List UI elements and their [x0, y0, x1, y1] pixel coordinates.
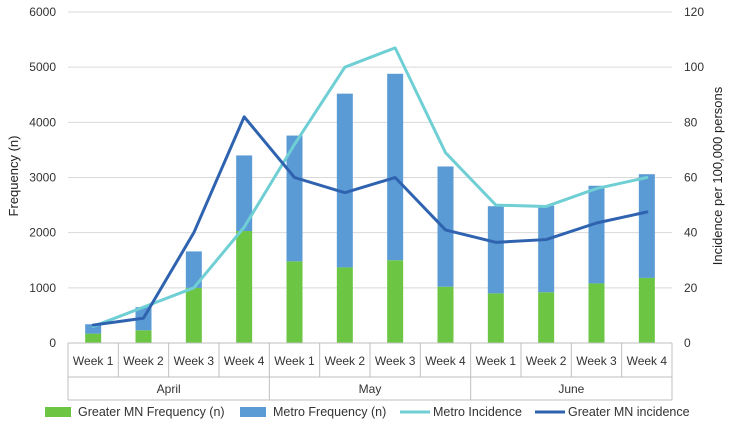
- x-tick-label: Week 3: [576, 354, 617, 368]
- x-tick-label: Week 3: [174, 354, 215, 368]
- x-tick-label: Week 1: [476, 354, 517, 368]
- bar-greater-mn: [287, 261, 303, 343]
- bar-greater-mn: [136, 330, 152, 343]
- bar-greater-mn: [236, 231, 252, 343]
- bar-metro: [337, 94, 353, 268]
- chart: 0 1000 2000 3000 4000 5000 6000 0 20 40 60 80 100 120…: [0, 0, 732, 430]
- y2-tick-label: 120: [684, 5, 704, 19]
- x-tick-label: Week 3: [375, 354, 416, 368]
- bar-greater-mn: [387, 260, 403, 343]
- y2-tick-label: 40: [684, 226, 698, 240]
- legend-label: Metro Frequency (n): [273, 405, 386, 419]
- y2-axis-title: Incidence per 100,000 persons: [710, 86, 725, 265]
- x-group-label: May: [359, 382, 382, 396]
- y-axis-title: Frequency (n): [6, 136, 21, 217]
- gridlines: [68, 12, 672, 288]
- bar-metro: [589, 186, 605, 284]
- x-tick-label: Week 4: [425, 354, 466, 368]
- y2-tick-label: 0: [684, 336, 691, 350]
- x-tick-label: Week 2: [123, 354, 164, 368]
- lines: [93, 48, 647, 327]
- bar-metro: [488, 206, 504, 293]
- x-group-label: June: [558, 382, 584, 396]
- legend: Greater MN Frequency (n) Metro Frequency …: [45, 405, 690, 419]
- bar-greater-mn: [337, 267, 353, 343]
- x-group-label: April: [157, 382, 181, 396]
- legend-label: Greater MN incidence: [568, 405, 690, 419]
- x-tick-label: Week 2: [526, 354, 567, 368]
- y2-tick-label: 60: [684, 171, 698, 185]
- y-tick-label: 3000: [29, 171, 56, 185]
- bar-greater-mn: [639, 278, 655, 343]
- x-tick-label: Week 1: [73, 354, 114, 368]
- x-tick-label: Week 4: [224, 354, 265, 368]
- bars: [85, 74, 655, 343]
- legend-label: Metro Incidence: [433, 405, 522, 419]
- bar-greater-mn: [538, 292, 554, 343]
- y-tick-label: 0: [49, 336, 56, 350]
- y-tick-label: 6000: [29, 5, 56, 19]
- y2-tick-label: 20: [684, 281, 698, 295]
- bar-greater-mn: [488, 293, 504, 343]
- y-tick-label: 2000: [29, 226, 56, 240]
- x-tick-label: Week 2: [325, 354, 366, 368]
- x-tick-label: Week 1: [274, 354, 315, 368]
- legend-swatch: [240, 407, 266, 417]
- bar-greater-mn: [438, 287, 454, 343]
- metro-incidence-line: [93, 48, 647, 327]
- x-tick-label: Week 4: [627, 354, 668, 368]
- legend-label: Greater MN Frequency (n): [78, 405, 225, 419]
- bar-metro: [438, 166, 454, 286]
- legend-swatch: [45, 407, 71, 417]
- y2-tick-label: 80: [684, 115, 698, 129]
- bar-greater-mn: [186, 288, 202, 343]
- y-tick-label: 1000: [29, 281, 56, 295]
- bar-greater-mn: [85, 334, 101, 343]
- y-tick-label: 4000: [29, 115, 56, 129]
- bar-metro: [538, 206, 554, 293]
- y2-tick-label: 100: [684, 60, 704, 74]
- y-tick-label: 5000: [29, 60, 56, 74]
- bar-metro: [639, 174, 655, 278]
- bar-metro: [387, 74, 403, 260]
- bar-greater-mn: [589, 283, 605, 343]
